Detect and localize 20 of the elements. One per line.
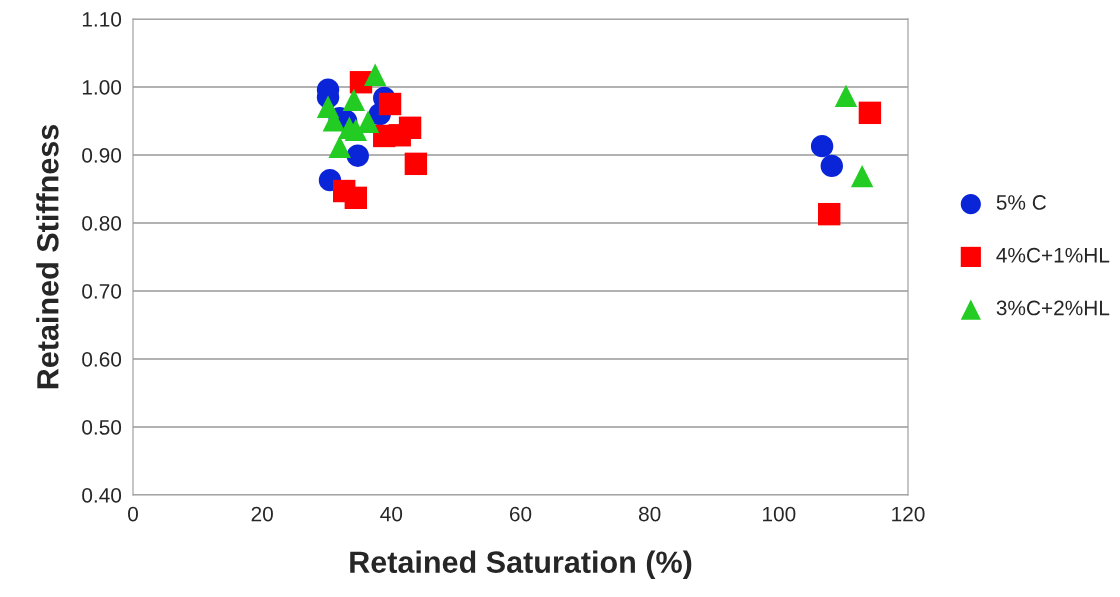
x-axis-title: Retained Saturation (%) (350, 550, 692, 580)
x-tick-label: 40 (380, 506, 403, 522)
legend-label: 5% C (996, 195, 1046, 210)
y-tick-label: 0.50 (82, 420, 122, 435)
y-tick-label: 0.60 (82, 352, 122, 367)
x-tick-label: 100 (763, 506, 796, 522)
y-tick-label: 1.00 (82, 80, 122, 95)
x-tick-label: 120 (892, 506, 925, 522)
y-tick-label: 0.80 (82, 216, 122, 231)
x-tick-label: 80 (638, 506, 661, 522)
x-tick-label: 20 (251, 506, 273, 522)
y-tick-label: 1.10 (82, 12, 122, 27)
y-tick-label: 0.70 (82, 284, 122, 299)
x-tick-label: 60 (509, 506, 532, 522)
legend-label: 4%C+1%HL (996, 247, 1110, 263)
legend-label: 3%C+2%HL (996, 300, 1110, 316)
y-tick-label: 0.90 (82, 148, 122, 163)
y-tick-label: 0.40 (82, 488, 122, 503)
x-tick-label: 0 (128, 506, 138, 522)
y-axis-title: Retained Stiffness (36, 124, 59, 389)
